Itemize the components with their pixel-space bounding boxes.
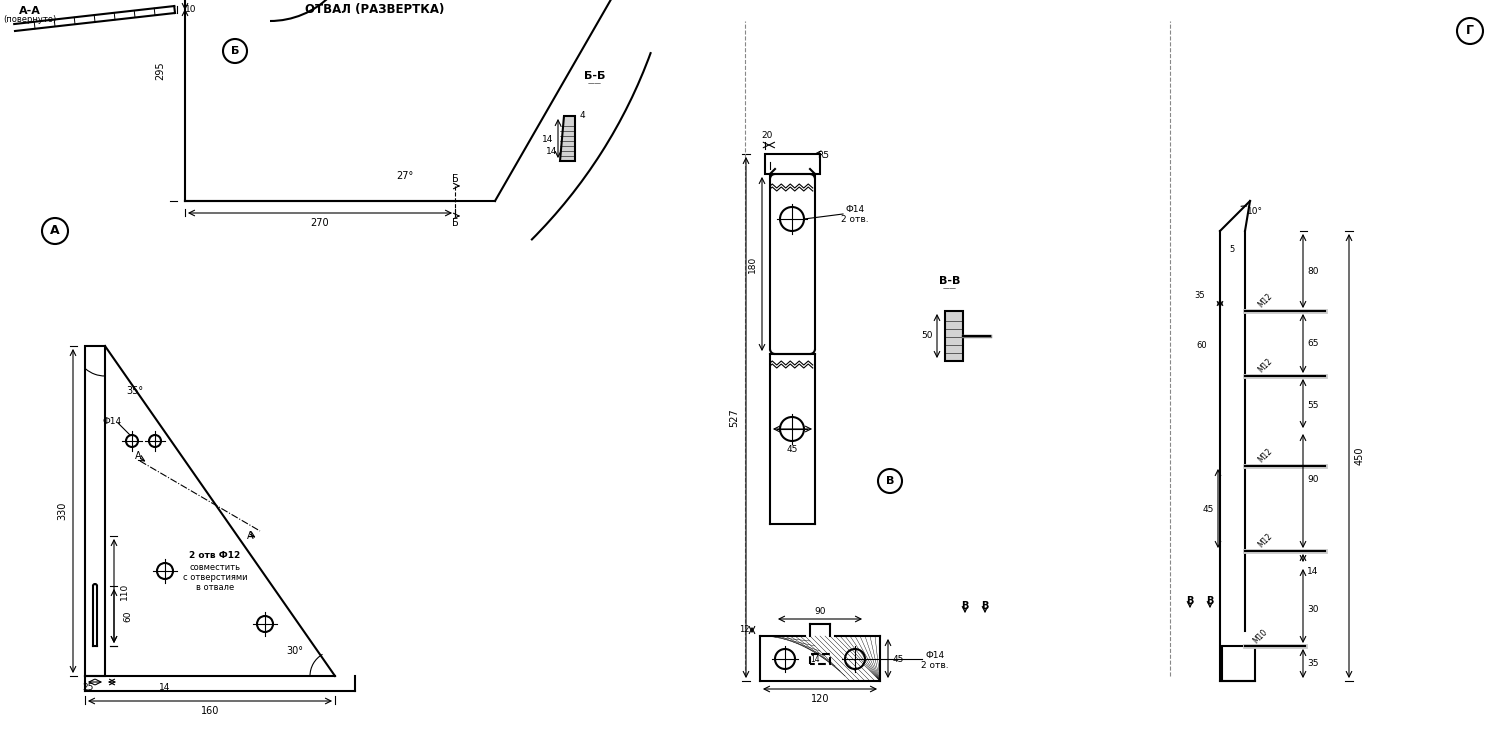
Text: ——: —— xyxy=(588,80,601,86)
Text: М12: М12 xyxy=(1256,357,1274,375)
Text: А-А: А-А xyxy=(20,6,41,16)
Text: М10: М10 xyxy=(1251,627,1269,645)
Text: 14: 14 xyxy=(810,654,820,664)
Text: 25: 25 xyxy=(82,683,94,692)
Text: Б: Б xyxy=(452,218,458,228)
Text: 450: 450 xyxy=(1355,447,1364,465)
Text: 27°: 27° xyxy=(396,171,414,181)
Text: 65: 65 xyxy=(1307,339,1319,349)
Text: 45: 45 xyxy=(893,654,904,664)
Text: 14: 14 xyxy=(1307,567,1319,575)
Text: 2 отв.: 2 отв. xyxy=(842,214,869,224)
Polygon shape xyxy=(944,311,963,361)
Text: Б-Б: Б-Б xyxy=(585,71,606,81)
Text: 5: 5 xyxy=(1230,244,1234,254)
Text: 110: 110 xyxy=(119,583,128,599)
Text: 45: 45 xyxy=(1203,504,1213,513)
Text: ОТВАЛ (РАЗВЕРТКА): ОТВАЛ (РАЗВЕРТКА) xyxy=(305,4,444,17)
Text: R5: R5 xyxy=(817,151,830,161)
Text: 2 отв.: 2 отв. xyxy=(922,662,949,670)
Text: 90: 90 xyxy=(1307,474,1319,483)
Polygon shape xyxy=(561,116,576,161)
Text: М12: М12 xyxy=(1256,532,1274,550)
Text: В: В xyxy=(981,601,988,611)
Text: А: А xyxy=(246,531,254,541)
Text: Ф14: Ф14 xyxy=(925,651,944,661)
Text: В: В xyxy=(1206,596,1213,606)
Text: В-В: В-В xyxy=(940,276,961,286)
Text: в отвале: в отвале xyxy=(196,583,234,593)
Text: А: А xyxy=(50,224,60,238)
Text: 4: 4 xyxy=(579,112,585,121)
Text: 35: 35 xyxy=(1307,659,1319,669)
Text: 120: 120 xyxy=(811,694,830,704)
Text: с отверстиями: с отверстиями xyxy=(183,574,248,583)
Text: 30: 30 xyxy=(1307,605,1319,613)
Text: 14: 14 xyxy=(159,683,171,692)
Text: 50: 50 xyxy=(922,331,932,341)
Text: 527: 527 xyxy=(728,409,739,428)
Text: 10°: 10° xyxy=(1247,206,1263,216)
Text: М12: М12 xyxy=(1256,447,1274,465)
Text: Б: Б xyxy=(231,46,239,56)
Text: 20: 20 xyxy=(762,132,774,140)
Text: 35°: 35° xyxy=(127,386,144,396)
Text: В: В xyxy=(885,476,895,486)
Text: 12: 12 xyxy=(739,626,749,635)
Text: 14: 14 xyxy=(542,135,553,143)
Text: 10: 10 xyxy=(186,5,196,14)
Text: 80: 80 xyxy=(1307,267,1319,276)
Text: 2 отв Ф12: 2 отв Ф12 xyxy=(189,551,240,561)
Text: М12: М12 xyxy=(1256,292,1274,310)
Text: (повернуто): (повернуто) xyxy=(3,15,56,23)
Text: В: В xyxy=(1186,596,1194,606)
Text: совместить: совместить xyxy=(189,564,240,572)
Text: Ф14: Ф14 xyxy=(103,417,121,425)
Text: Г: Г xyxy=(1466,25,1475,37)
Text: 295: 295 xyxy=(156,61,165,80)
Text: 330: 330 xyxy=(57,501,66,520)
Text: 60: 60 xyxy=(124,610,133,622)
Text: 180: 180 xyxy=(748,255,757,273)
Text: 35: 35 xyxy=(1195,292,1206,300)
Text: 90: 90 xyxy=(814,607,825,616)
Text: 270: 270 xyxy=(311,218,329,228)
Text: А: А xyxy=(134,451,142,461)
Text: 55: 55 xyxy=(1307,401,1319,411)
Text: 30°: 30° xyxy=(287,646,304,656)
Text: Б: Б xyxy=(452,174,458,184)
Text: 14: 14 xyxy=(547,146,558,156)
Text: 60: 60 xyxy=(1197,341,1207,350)
Text: В: В xyxy=(961,601,969,611)
Text: 45: 45 xyxy=(786,444,798,453)
Text: 160: 160 xyxy=(201,706,219,716)
Text: ——: —— xyxy=(943,285,956,291)
Text: Ф14: Ф14 xyxy=(846,205,864,213)
